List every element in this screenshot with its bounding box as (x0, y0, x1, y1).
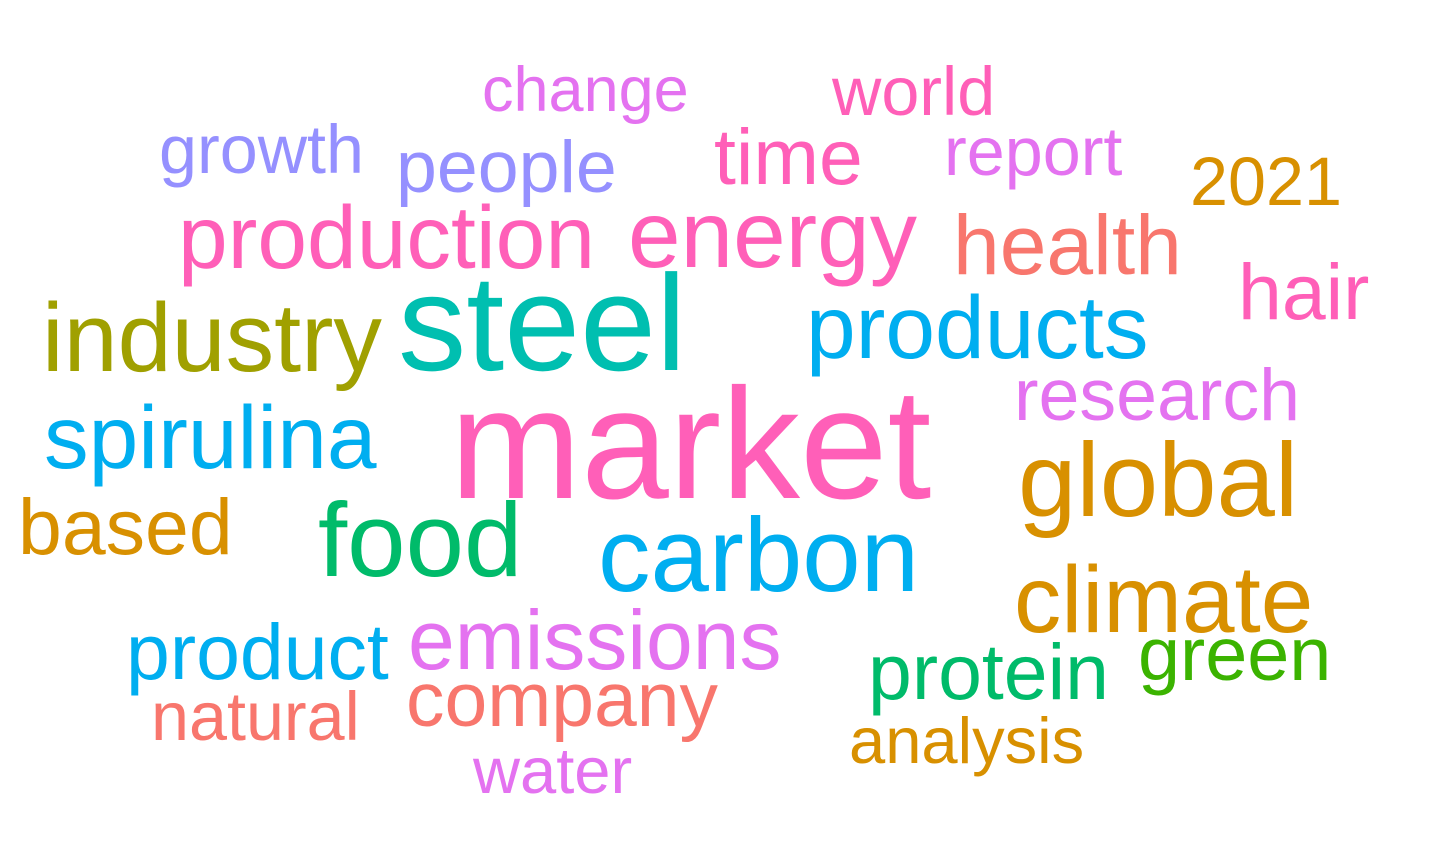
word-people: people (396, 125, 617, 209)
word-world: world (832, 54, 996, 131)
word-analysis: analysis (849, 704, 1085, 778)
word-time: time (714, 113, 863, 202)
word-products: products (806, 276, 1149, 377)
word-market: market (450, 356, 932, 533)
word-steel: steel (398, 245, 687, 399)
word-growth: growth (159, 112, 364, 189)
word-2021: 2021 (1190, 144, 1342, 221)
word-natural: natural (151, 679, 360, 756)
word-global: global (1018, 421, 1299, 539)
word-water: water (473, 734, 633, 808)
word-spirulina: spirulina (44, 386, 377, 487)
word-research: research (1014, 353, 1300, 437)
word-health: health (953, 198, 1182, 292)
word-based: based (18, 483, 233, 572)
word-climate: climate (1014, 546, 1314, 653)
word-protein: protein (868, 628, 1109, 717)
word-emissions: emissions (408, 593, 782, 687)
word-industry: industry (42, 282, 382, 392)
word-change: change (482, 54, 689, 125)
word-report: report (944, 114, 1123, 191)
word-green: green (1138, 613, 1332, 698)
word-food: food (318, 481, 523, 599)
word-energy: energy (628, 181, 917, 288)
word-product: product (126, 608, 389, 697)
word-carbon: carbon (598, 496, 920, 614)
word-production: production (178, 186, 596, 287)
word-hair: hair (1238, 248, 1370, 337)
word-company: company (406, 656, 718, 743)
